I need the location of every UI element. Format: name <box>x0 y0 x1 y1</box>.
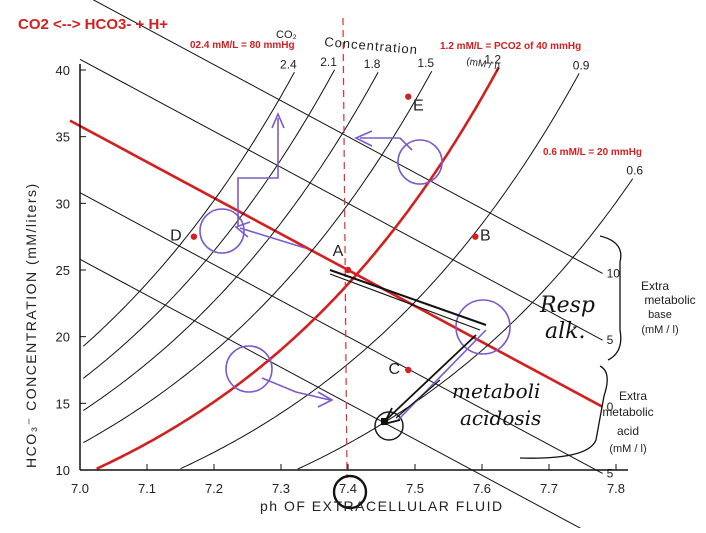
co2-isopleth-label: 1.5 <box>417 56 434 70</box>
state-point-label: D <box>170 228 182 245</box>
buffer-line <box>69 119 604 408</box>
buffer-line-label: 5 <box>607 333 614 347</box>
state-point-b <box>472 233 479 240</box>
state-point-a <box>344 266 352 274</box>
x-tick-label: 7.8 <box>607 481 625 496</box>
co2-isopleth-label: 2.4 <box>280 57 297 71</box>
note-80-mmhg: 02.4 mM/L = 80 mmHg <box>190 40 295 51</box>
base-label-4: (mM / l) <box>641 324 678 336</box>
state-point-label: E <box>413 98 424 115</box>
co2-isopleth-label: 1.2 <box>484 52 501 66</box>
state-point-label: A <box>333 243 344 260</box>
arrowhead-to-left <box>234 221 251 238</box>
y-tick-label: 30 <box>56 196 70 211</box>
bracket-acid <box>519 365 608 459</box>
buffer-line <box>79 192 603 474</box>
circle-upper-mid <box>397 139 443 185</box>
buffer-line-label: 0 <box>607 400 614 414</box>
arrowhead-upper-mid <box>354 130 373 147</box>
arrow-a-to-resp-alk <box>329 269 487 326</box>
buffer-lines: 1050510 <box>69 0 621 533</box>
arrow-a-to-resp-alk-2 <box>329 273 481 331</box>
acid-label-4: (mM / l) <box>609 443 646 455</box>
page-title: CO2 <--> HCO3- + H+ <box>18 16 168 33</box>
co2-isopleth-line <box>82 72 295 347</box>
hand-annotations <box>199 111 622 510</box>
state-points: A B C D E <box>170 93 491 378</box>
acid-label-2: metabolic <box>602 405 653 419</box>
x-tick-label: 7.6 <box>473 481 491 496</box>
acid-point-marker <box>381 418 388 425</box>
circle-lower-left <box>225 345 273 393</box>
note-20-mmhg: 0.6 mM/L = 20 mmHg <box>543 147 642 158</box>
co2-isopleth-label: 0.6 <box>626 164 643 178</box>
x-tick-label: 7.3 <box>272 481 290 496</box>
y-axis-label: HCO₃⁻ CONCENTRATION (mM/liters) <box>23 182 39 468</box>
y-tick-label: 25 <box>56 263 70 278</box>
tick-labels: 7.0 7.1 7.2 7.3 7.4 7.5 7.6 7.7 7.8 10 15 20 25 30 35 4… <box>56 63 626 496</box>
buffer-line <box>79 258 591 533</box>
ph-7-4-dashed-line <box>342 17 348 479</box>
buffer-line-label: 5 <box>607 466 614 480</box>
hand-resp: Resp <box>539 293 595 318</box>
arrow-resp-to-acid-black <box>385 334 477 421</box>
x-tick-label: 7.4 <box>339 481 357 496</box>
base-label-1: Extra <box>641 279 669 293</box>
acid-label-1: Extra <box>619 389 647 403</box>
y-tick-label: 15 <box>56 396 70 411</box>
co2-isopleth-line <box>83 70 433 444</box>
x-tick-label: 7.1 <box>138 481 156 496</box>
y-tick-label: 40 <box>56 63 70 78</box>
y-tick-label: 10 <box>56 463 70 478</box>
hand-metaboli: metaboli <box>452 379 540 403</box>
buffer-line <box>79 58 603 341</box>
arrow-upper-mid <box>360 137 413 151</box>
buffer-line <box>92 0 603 274</box>
state-point-label: C <box>389 361 401 378</box>
co2-isopleth-line <box>82 69 336 379</box>
circle-resp-alk <box>455 299 511 355</box>
base-label-3: base <box>648 309 672 321</box>
co2-isopleth-label: 2.1 <box>320 55 337 69</box>
buffer-line-label: 10 <box>607 266 621 280</box>
state-point-c <box>405 366 412 374</box>
x-tick-label: 7.2 <box>205 481 223 496</box>
co2-isopleth-line <box>180 73 580 470</box>
circle-ph-7-4 <box>332 474 368 510</box>
x-tick-label: 7.7 <box>540 481 558 496</box>
arrow-to-left <box>239 227 306 249</box>
co2-isopleth-line <box>96 66 500 470</box>
arrow-left-up <box>237 118 279 226</box>
hand-acidosis: acidosis <box>460 406 541 430</box>
state-point-label: B <box>480 228 491 245</box>
y-tick-label: 35 <box>56 130 70 145</box>
bracket-base <box>599 235 622 361</box>
co2-isopleth-label: 1.8 <box>364 57 381 71</box>
arrowhead-left-up <box>271 111 285 129</box>
co2-isopleth-line <box>297 178 634 470</box>
arrow-text-to-acid <box>395 379 441 419</box>
arrow-resp-to-acid <box>397 329 487 421</box>
circle-upper-left <box>199 208 245 254</box>
co2-isopleth-line <box>83 71 379 411</box>
arrowhead-lower <box>317 391 334 408</box>
y-tick-label: 20 <box>56 330 70 345</box>
acid-label-3: acid <box>617 424 639 438</box>
x-tick-label: 7.0 <box>71 481 89 496</box>
arrow-lower <box>261 377 331 401</box>
x-axis-label: ph OF EXTRACELLULAR FLUID <box>260 498 504 514</box>
base-label-2: metabolic <box>644 293 695 307</box>
co2-isopleth-label: 0.9 <box>573 58 590 72</box>
state-point-d <box>190 233 198 240</box>
note-40-mmhg: 1.2 mM/L = PCO2 of 40 mmHg <box>440 41 581 52</box>
x-tick-label: 7.5 <box>406 481 424 496</box>
co2-isopleths: 2.4 2.1 1.8 1.5 1.2 0.9 0.6 <box>82 52 643 470</box>
state-point-e <box>405 93 412 100</box>
hand-alk: alk. <box>545 319 585 344</box>
co2-header: CO₂ <box>276 29 297 41</box>
axes <box>79 64 628 471</box>
